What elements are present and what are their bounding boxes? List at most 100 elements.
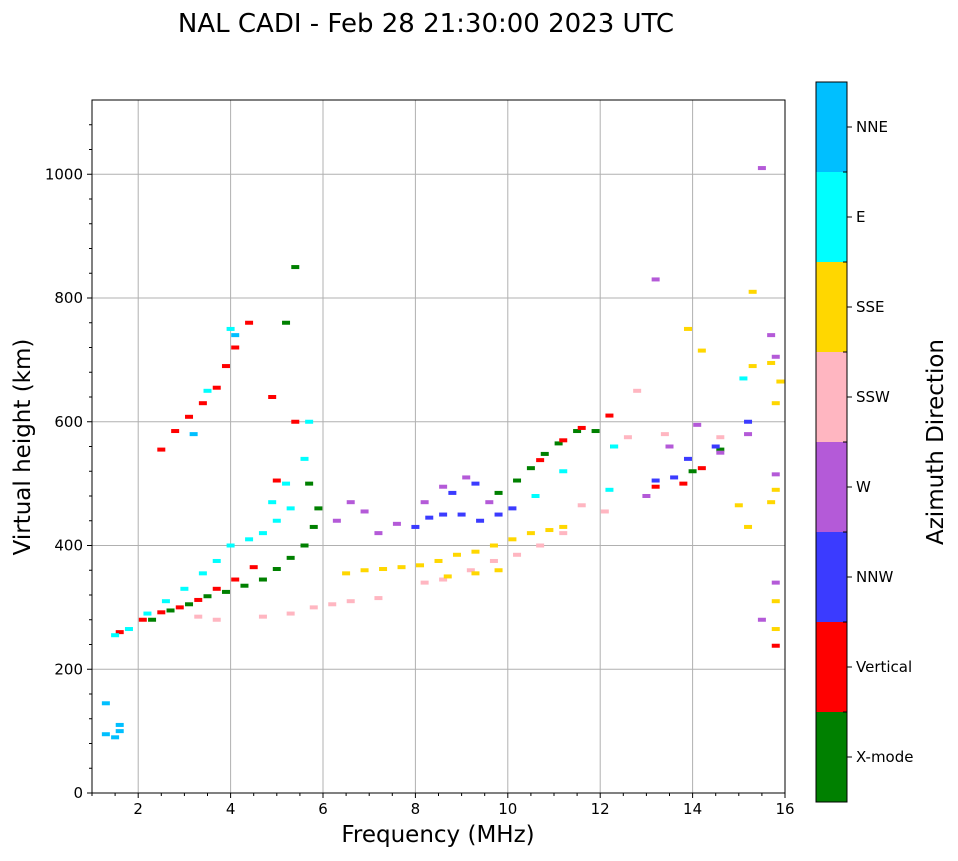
- data-point-vertical: [245, 320, 254, 325]
- data-point-ssw: [716, 435, 725, 440]
- data-point-nne: [101, 701, 110, 706]
- x-axis-ticks: 2 4 6 8 10 12 14 16: [91, 793, 795, 818]
- data-point-ssw: [660, 432, 669, 437]
- data-point-e: [203, 388, 212, 393]
- data-point-w: [744, 432, 753, 437]
- plot-frame: [91, 99, 786, 794]
- data-point-w: [771, 472, 780, 477]
- data-point-nnw: [711, 444, 720, 449]
- data-point-e: [739, 376, 748, 381]
- colorbar-label-entry: E: [856, 208, 865, 226]
- data-point-e: [282, 481, 291, 486]
- data-point-xmode: [282, 320, 291, 325]
- data-point-nnw: [476, 518, 485, 523]
- data-point-e: [559, 469, 568, 474]
- colorbar-label-entry: SSW: [856, 388, 890, 406]
- colorbar-label: Azimuth Direction: [923, 339, 949, 545]
- data-point-e: [305, 419, 314, 424]
- data-point-ssw: [559, 531, 568, 536]
- data-point-sse: [526, 531, 535, 536]
- data-point-xmode: [716, 447, 725, 452]
- data-point-nnw: [457, 512, 466, 517]
- data-point-w: [439, 484, 448, 489]
- data-point-e: [226, 543, 235, 548]
- data-point-xmode: [688, 469, 697, 474]
- data-point-w: [693, 422, 702, 427]
- data-point-w: [374, 531, 383, 536]
- data-point-vertical: [171, 429, 180, 434]
- data-point-e: [111, 633, 120, 638]
- data-point-vertical: [231, 577, 240, 582]
- colorbar-swatch: [816, 442, 847, 532]
- data-point-nnw: [683, 456, 692, 461]
- data-point-vertical: [272, 478, 281, 483]
- colorbar-frame: [815, 81, 848, 803]
- data-point-vertical: [185, 414, 194, 419]
- data-point-e: [268, 500, 277, 505]
- data-point-xmode: [314, 506, 323, 511]
- data-point-vertical: [194, 597, 203, 602]
- data-point-sse: [734, 503, 743, 508]
- data-point-e: [180, 586, 189, 591]
- data-point-e: [300, 456, 309, 461]
- data-point-xmode: [513, 478, 522, 483]
- data-point-w: [392, 521, 401, 526]
- data-point-xmode: [291, 265, 300, 270]
- data-point-vertical: [249, 565, 258, 570]
- data-point-ssw: [536, 543, 545, 548]
- data-point-sse: [771, 599, 780, 604]
- data-point-vertical: [291, 419, 300, 424]
- y-tick-label: 200: [54, 660, 83, 678]
- data-point-sse: [471, 571, 480, 576]
- data-point-w: [716, 450, 725, 455]
- data-point-ssw: [466, 568, 475, 573]
- x-tick-label: 14: [683, 800, 702, 818]
- data-point-xmode: [494, 490, 503, 495]
- data-point-sse: [443, 574, 452, 579]
- y-tick-label: 400: [54, 537, 83, 555]
- colorbar-swatch: [816, 712, 847, 802]
- data-point-w: [771, 580, 780, 585]
- data-point-xmode: [286, 555, 295, 560]
- data-point-ssw: [286, 611, 295, 616]
- x-tick-label: 8: [411, 800, 421, 818]
- data-point-e: [143, 611, 152, 616]
- data-point-e: [212, 558, 221, 563]
- data-point-e: [124, 627, 133, 632]
- data-point-vertical: [221, 364, 230, 369]
- data-point-xmode: [272, 567, 281, 572]
- data-point-vertical: [138, 617, 147, 622]
- data-point-ssw: [633, 388, 642, 393]
- data-point-xmode: [309, 524, 318, 529]
- data-point-xmode: [258, 577, 267, 582]
- colorbar-label-entry: SSE: [856, 298, 885, 316]
- data-point-e: [272, 518, 281, 523]
- data-point-ssw: [328, 602, 337, 607]
- data-point-nnw: [439, 512, 448, 517]
- data-point-ssw: [623, 435, 632, 440]
- data-point-xmode: [166, 608, 175, 613]
- colorbar-label-entry: Vertical: [856, 658, 912, 676]
- data-point-vertical: [536, 458, 545, 463]
- data-point-sse: [360, 568, 369, 573]
- data-points: [101, 166, 785, 740]
- data-point-ssw: [489, 558, 498, 563]
- data-point-xmode: [240, 583, 249, 588]
- y-tick-label: 600: [54, 413, 83, 431]
- data-point-e: [198, 571, 207, 576]
- data-point-vertical: [231, 345, 240, 350]
- data-point-sse: [776, 379, 785, 384]
- data-point-e: [531, 494, 540, 498]
- data-point-sse: [744, 524, 753, 529]
- data-point-nnw: [670, 475, 679, 480]
- data-point-nne: [101, 732, 110, 737]
- chart-title: NAL CADI - Feb 28 21:30:00 2023 UTC: [178, 9, 674, 39]
- data-point-vertical: [651, 484, 660, 489]
- data-point-nnw: [411, 524, 420, 529]
- data-point-w: [771, 354, 780, 359]
- data-point-xmode: [573, 429, 582, 434]
- data-point-xmode: [148, 617, 157, 622]
- data-point-sse: [508, 537, 517, 542]
- data-point-ssw: [439, 577, 448, 582]
